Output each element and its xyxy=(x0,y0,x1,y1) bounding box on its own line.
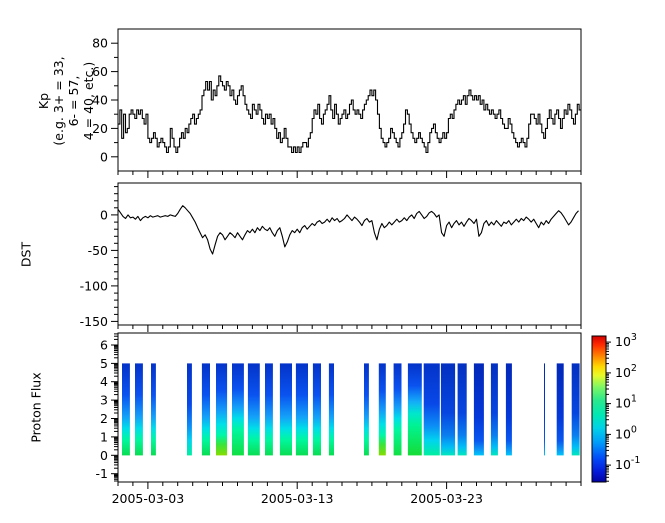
y-tick-label: 4 xyxy=(100,374,108,389)
x-tick-label: 2005-03-03 xyxy=(112,491,185,506)
y-tick-label: 3 xyxy=(100,393,108,408)
colorbar-frame xyxy=(591,335,607,483)
y-tick-label: 60 xyxy=(92,64,108,79)
kp-axis-label-line1: Kp xyxy=(36,92,51,110)
flux-stripe xyxy=(364,363,369,456)
proton-flux-stripes xyxy=(122,363,580,456)
flux-stripe xyxy=(312,363,321,456)
colorbar xyxy=(592,336,606,482)
flux-stripe xyxy=(378,363,386,456)
y-tick-label: 40 xyxy=(92,93,108,108)
flux-stripe xyxy=(407,363,422,456)
y-tick-label: 80 xyxy=(92,36,108,51)
flux-axis-label: Proton Flux xyxy=(28,372,44,443)
y-tick-label: -50 xyxy=(88,243,108,258)
flux-stripe xyxy=(201,363,210,456)
dst-axis-label: DST xyxy=(18,241,34,268)
axis-tick-labels: 0 20 40 60 80 0 -50 -100 -150 -1 0 1 2 3 4 5 6 2005-03-03… xyxy=(80,36,641,506)
y-tick-label: 6 xyxy=(100,338,108,353)
colorbar-tick-label: 101 xyxy=(615,394,637,411)
kp-panel xyxy=(117,28,582,172)
flux-stripe xyxy=(393,363,402,456)
flux-stripe xyxy=(328,363,334,456)
flux-stripe xyxy=(135,363,143,456)
colorbar-tick-label: 100 xyxy=(615,424,637,441)
flux-stripe xyxy=(423,363,440,456)
kp-axis-label-line4: 4 = 40, etc.) xyxy=(81,61,96,141)
flux-stripe xyxy=(216,363,228,456)
kp-axis-label: Kp (e.g. 3+ = 33, 6- = 57, 4 = 40, etc.) xyxy=(36,16,96,186)
colorbar-tick-label: 10-1 xyxy=(615,455,640,472)
y-tick-label: 0 xyxy=(100,149,108,164)
y-tick-label: -150 xyxy=(80,314,108,329)
colorbar-ticks xyxy=(606,341,611,482)
flux-stripe xyxy=(440,363,456,456)
x-tick-label: 2005-03-23 xyxy=(410,491,483,506)
y-tick-label: 0 xyxy=(100,207,108,222)
dst-panel xyxy=(117,182,582,326)
kp-series-line xyxy=(118,75,581,154)
y-tick-label: 5 xyxy=(100,356,108,371)
kp-axis-label-line3: 6- = 57, xyxy=(66,75,81,127)
flux-stripe xyxy=(556,363,564,456)
flux-stripe xyxy=(295,363,308,456)
y-tick-label: 0 xyxy=(100,448,108,463)
flux-stripe xyxy=(247,363,260,456)
y-tick-label: 2 xyxy=(100,411,108,426)
flux-stripe xyxy=(187,363,192,456)
flux-stripe xyxy=(544,363,545,456)
flux-stripe xyxy=(571,363,580,456)
y-tick-label: 20 xyxy=(92,121,108,136)
flux-stripe xyxy=(505,363,512,456)
flux-stripe xyxy=(279,363,292,456)
x-tick-label: 2005-03-13 xyxy=(261,491,334,506)
flux-stripe xyxy=(122,363,130,456)
flux-stripe xyxy=(457,363,467,456)
flux-stripe xyxy=(232,363,244,456)
flux-stripe xyxy=(490,363,498,456)
kp-axis-label-line2: (e.g. 3+ = 33, xyxy=(51,56,66,146)
axis-ticks xyxy=(111,42,582,489)
y-tick-label: -1 xyxy=(96,466,108,481)
panel-frames xyxy=(117,28,582,483)
dst-series-line xyxy=(117,205,579,255)
colorbar-tick-label: 103 xyxy=(615,332,637,349)
flux-stripe xyxy=(265,363,273,456)
y-tick-label: -100 xyxy=(80,278,108,293)
flux-stripe xyxy=(151,363,156,456)
flux-stripe xyxy=(473,363,484,456)
y-tick-label: 1 xyxy=(100,429,108,444)
colorbar-tick-label: 102 xyxy=(615,363,637,380)
